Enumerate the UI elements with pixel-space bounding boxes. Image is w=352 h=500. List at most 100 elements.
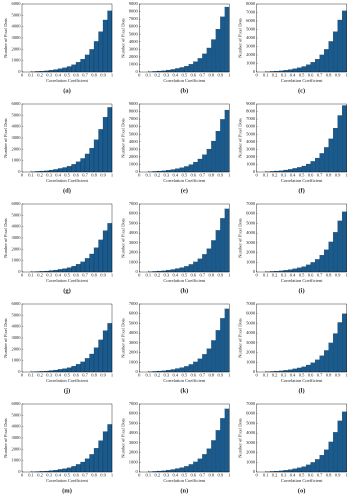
x-tick-label: 0.7: [82, 373, 88, 378]
x-tick-label: 0: [21, 273, 24, 278]
bar: [62, 368, 68, 373]
panel: 0 0.1 0.2 0.3 0.4 0.5 0.6 0.7 0.8 0.9 1 0 1000 2000 30…: [238, 101, 348, 194]
x-tick-label: 0.5: [299, 473, 305, 478]
x-tick-label: 0.3: [46, 73, 52, 78]
y-tick-label: 4000: [12, 124, 22, 129]
bar: [306, 364, 311, 373]
x-tick-label: 0.6: [73, 73, 79, 78]
x-tick-label: 1: [345, 273, 347, 278]
x-tick-label: 0.6: [73, 373, 79, 378]
bar: [206, 348, 212, 373]
y-tick-label: 9000: [129, 1, 139, 6]
x-axis-label: Correlation Coefficient: [281, 78, 324, 83]
x-tick-label: 0.4: [172, 73, 178, 78]
y-tick-label: 4000: [12, 24, 22, 29]
bar: [188, 164, 194, 173]
y-tick-label: 2000: [246, 52, 256, 57]
y-tick-label: 6000: [246, 311, 256, 316]
bar: [98, 239, 104, 273]
panel-caption: (c): [298, 87, 305, 94]
bar: [66, 66, 72, 73]
x-tick-label: 0.1: [263, 473, 269, 478]
panel-caption: (g): [63, 287, 71, 294]
bar: [202, 454, 207, 473]
y-tick-label: 7000: [246, 10, 256, 15]
x-tick-label: 0.1: [28, 373, 34, 378]
x-tick-label: 0.9: [335, 173, 341, 178]
bar: [215, 131, 221, 173]
bar: [75, 62, 81, 73]
x-tick-label: 0.4: [172, 273, 178, 278]
y-tick-label: 3000: [129, 146, 139, 151]
bar: [337, 322, 343, 373]
y-tick-label: 3000: [129, 240, 139, 245]
x-tick-label: 0.3: [46, 373, 52, 378]
panel: 0 0.1 0.2 0.3 0.4 0.5 0.6 0.7 0.8 0.9 1 0 1000 2000 30…: [3, 301, 113, 394]
x-tick-label: 0.4: [290, 73, 296, 78]
bar: [342, 211, 347, 273]
x-tick-label: 0: [21, 473, 24, 478]
y-tick-label: 1000: [12, 458, 22, 463]
x-axis-label: Correlation Coefficient: [163, 478, 206, 483]
bar: [179, 67, 185, 73]
x-tick-label: 0.4: [55, 373, 61, 378]
y-tick-label: 4000: [246, 230, 256, 235]
bar: [75, 161, 81, 173]
x-tick-label: 0.6: [308, 273, 314, 278]
bar: [319, 355, 325, 373]
y-axis-label: Number of Pixel Dots: [120, 418, 125, 458]
y-tick-label: 7000: [246, 301, 256, 306]
bar: [80, 361, 86, 373]
bar: [315, 359, 320, 373]
panel-caption: (b): [180, 87, 188, 94]
panel: 0 0.1 0.2 0.3 0.4 0.5 0.6 0.7 0.8 0.9 1 0 1000 2000 30…: [238, 201, 348, 294]
y-axis-label: Number of Pixel Dots: [238, 418, 243, 458]
bar: [211, 440, 216, 473]
x-tick-label: 0.9: [217, 273, 223, 278]
bar: [193, 461, 198, 473]
bar: [333, 232, 338, 273]
y-tick-label: 0: [136, 469, 139, 474]
y-tick-label: 2000: [129, 154, 139, 159]
x-tick-label: 0: [255, 173, 258, 178]
bar: [98, 339, 104, 373]
x-tick-label: 0.8: [208, 73, 214, 78]
y-tick-label: 1000: [12, 58, 22, 63]
x-tick-label: 0.2: [154, 273, 160, 278]
bar: [297, 267, 302, 273]
bar: [319, 54, 325, 73]
y-tick-label: 7000: [246, 401, 256, 406]
y-tick-label: 5000: [246, 27, 256, 32]
y-tick-label: 4000: [12, 424, 22, 429]
y-tick-label: 0: [18, 469, 21, 474]
y-axis-label: Number of Pixel Dots: [238, 118, 243, 158]
x-axis-label: Correlation Coefficient: [163, 278, 206, 283]
bar: [324, 49, 329, 73]
y-tick-label: 7000: [129, 16, 139, 21]
y-tick-label: 6000: [246, 18, 256, 23]
bar: [324, 249, 329, 273]
bar: [342, 10, 347, 73]
bar: [57, 68, 63, 73]
y-tick-label: 3000: [246, 44, 256, 49]
x-tick-label: 0.2: [154, 173, 160, 178]
bar: [333, 31, 338, 73]
bar: [319, 455, 325, 473]
bar: [301, 366, 307, 373]
bar: [89, 353, 95, 373]
panel-caption: (h): [180, 287, 188, 294]
y-tick-label: 5000: [12, 412, 22, 417]
y-tick-label: 2000: [12, 46, 22, 51]
x-tick-label: 0.7: [317, 473, 323, 478]
bar: [188, 464, 194, 473]
bar: [324, 147, 329, 173]
bar: [107, 107, 113, 173]
bar: [220, 16, 225, 73]
y-axis-label: Number of Pixel Dots: [3, 118, 8, 158]
x-tick-label: 0.8: [208, 373, 214, 378]
x-tick-label: 1: [345, 473, 347, 478]
x-tick-label: 0.7: [82, 273, 88, 278]
y-tick-label: 5000: [246, 420, 256, 425]
y-tick-label: 5000: [246, 320, 256, 325]
bar: [84, 358, 90, 373]
